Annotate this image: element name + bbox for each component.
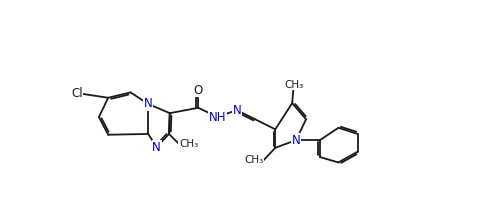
Text: N: N [144, 97, 153, 111]
Text: CH₃: CH₃ [179, 139, 198, 149]
Text: N: N [292, 134, 300, 147]
Text: Cl: Cl [71, 87, 83, 100]
Text: N: N [232, 104, 241, 117]
Text: CH₃: CH₃ [244, 155, 264, 165]
Text: N: N [152, 141, 161, 153]
Text: NH: NH [209, 111, 226, 124]
Text: CH₃: CH₃ [284, 80, 303, 90]
Text: O: O [193, 83, 203, 97]
